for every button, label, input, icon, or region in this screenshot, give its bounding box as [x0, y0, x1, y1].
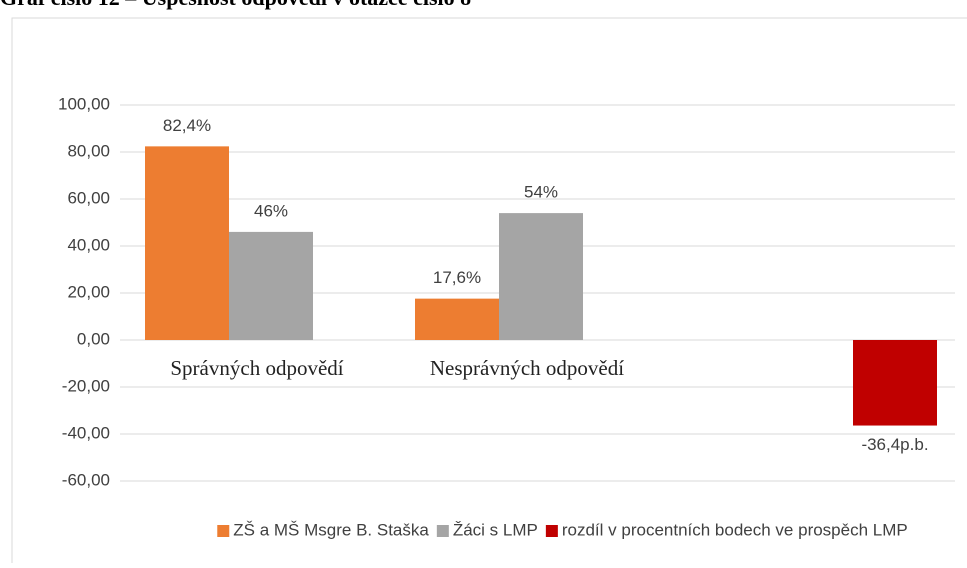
legend-label: ZŠ a MŠ Msgre B. Staška [233, 520, 429, 539]
y-tick-label: 80,00 [67, 141, 110, 160]
y-tick-label: 100,00 [58, 94, 110, 113]
y-tick-label: -40,00 [62, 423, 110, 442]
y-tick-label: -20,00 [62, 376, 110, 395]
bar [415, 298, 499, 340]
y-tick-label: 40,00 [67, 235, 110, 254]
legend-label: Žáci s LMP [453, 520, 538, 539]
y-tick-label: -60,00 [62, 470, 110, 489]
legend-swatch [545, 525, 558, 537]
bar [145, 146, 229, 340]
bar [229, 231, 313, 340]
legend-swatch [217, 525, 230, 537]
x-tick-label: Nesprávných odpovědí [430, 356, 624, 380]
bar [499, 213, 583, 340]
bar [853, 340, 937, 426]
data-label: 54% [524, 183, 558, 202]
data-label: -36,4p.b. [861, 435, 928, 454]
y-tick-label: 0,00 [77, 329, 110, 348]
data-label: 82,4% [163, 116, 211, 135]
chart-title: Graf číslo 12 – Úspěšnost odpovědí v otá… [0, 0, 471, 10]
x-tick-label: Správných odpovědí [170, 356, 343, 380]
y-tick-label: 20,00 [67, 282, 110, 301]
y-tick-label: 60,00 [67, 188, 110, 207]
data-label: 46% [254, 201, 288, 220]
legend-label: rozdíl v procentních bodech ve prospěch … [562, 520, 908, 539]
legend-swatch [436, 525, 449, 537]
data-label: 17,6% [433, 268, 481, 287]
